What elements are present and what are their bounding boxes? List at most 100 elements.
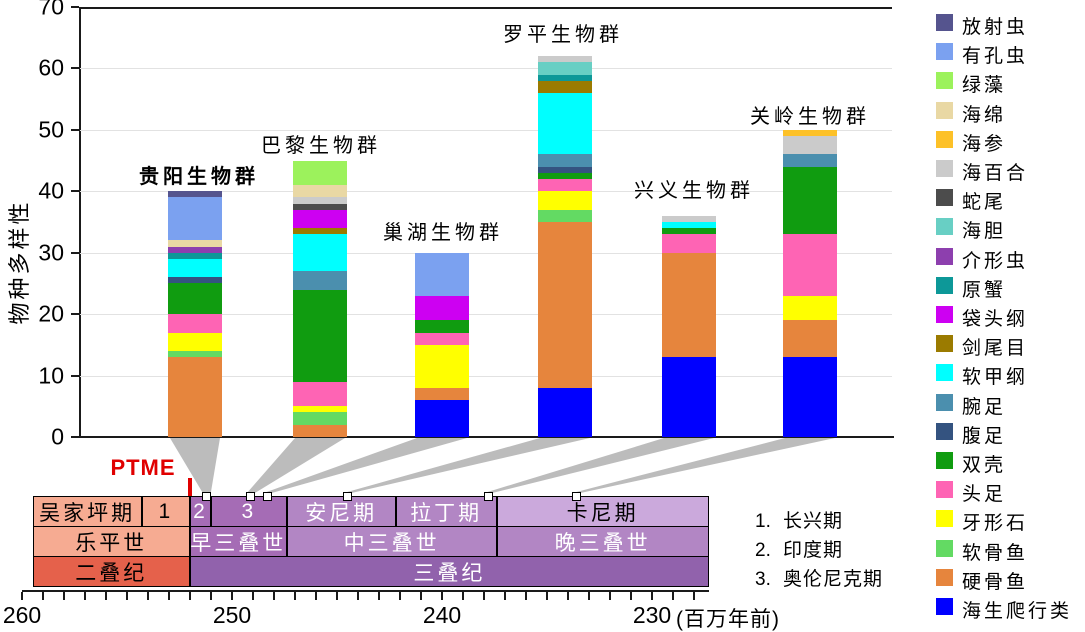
legend-label-双壳: 双壳 [962, 455, 1007, 476]
y-tick-mark-60 [71, 67, 79, 70]
y-axis-title: 物种多样性 [7, 199, 32, 325]
timeline-series-早三叠世: 早三叠世 [190, 526, 287, 557]
biota-label-巴黎生物群: 巴黎生物群 [261, 135, 381, 157]
legend-label-软骨鱼: 软骨鱼 [962, 542, 1029, 564]
gridline-40 [80, 191, 892, 193]
bar-segment-绿藻 [293, 160, 347, 186]
legend-label-原蟹: 原蟹 [962, 279, 1007, 301]
bar-segment-海百合 [783, 136, 837, 155]
gridline-10 [80, 375, 892, 377]
y-tick-mark-0 [71, 436, 79, 438]
bar-segment-牙形石 [168, 332, 222, 351]
legend-label-海百合: 海百合 [962, 163, 1029, 184]
x-tick-260 [21, 592, 23, 600]
marker-巢湖生物群 [263, 491, 273, 501]
timeline-stage-2: 2 [190, 496, 211, 527]
x-tick-236 [525, 592, 527, 600]
bar-关岭生物群 [783, 129, 837, 437]
x-tick-251 [210, 592, 212, 600]
x-tick-250 [231, 592, 233, 600]
bar-segment-腕足 [293, 271, 347, 290]
note-number: 1. [755, 511, 771, 532]
bar-segment-双壳 [168, 283, 222, 315]
bar-segment-腕足 [538, 154, 592, 167]
wedge-罗平生物群 [343, 438, 590, 493]
bar-segment-头足 [168, 314, 222, 333]
gridline-50 [80, 129, 892, 131]
wedge-兴义生物群 [484, 438, 714, 493]
bar-segment-软骨鱼 [293, 412, 347, 425]
y-tick-mark-40 [71, 190, 79, 193]
bar-segment-硬骨鱼 [168, 357, 222, 437]
timeline-stage-3: 3 [211, 496, 287, 527]
x-tick-247 [294, 592, 296, 600]
bar-segment-软骨鱼 [538, 209, 592, 222]
marker-巴黎生物群 [246, 491, 256, 501]
legend-swatch-海胆 [936, 218, 953, 236]
legend-swatch-原蟹 [936, 276, 953, 294]
bar-segment-海生爬行类 [783, 357, 837, 437]
y-tick-label-60: 60 [38, 54, 64, 81]
y-tick-label-0: 0 [51, 423, 64, 450]
bar-segment-软甲纲 [293, 234, 347, 272]
plot-top-spine [79, 7, 892, 9]
legend-swatch-剑尾目 [936, 335, 953, 353]
legend-swatch-软骨鱼 [936, 539, 953, 557]
x-tick-246 [315, 592, 317, 600]
x-tick-258 [63, 592, 65, 600]
timeline-period-二叠纪: 二叠纪 [32, 556, 190, 587]
bar-segment-硬骨鱼 [662, 252, 716, 358]
x-axis-line [79, 436, 894, 438]
legend-swatch-硬骨鱼 [936, 568, 953, 586]
bar-segment-牙形石 [783, 295, 837, 321]
x-tick-240 [441, 592, 443, 600]
bar-segment-放射虫 [168, 191, 222, 198]
marker-关岭生物群 [571, 491, 581, 501]
bar-segment-硬骨鱼 [783, 320, 837, 358]
time-axis-line [22, 590, 709, 592]
legend-swatch-头足 [936, 481, 953, 499]
x-tick-253 [168, 592, 170, 600]
bar-segment-软甲纲 [538, 93, 592, 155]
legend-label-海绵: 海绵 [962, 104, 1007, 126]
y-axis-line [79, 7, 81, 438]
gridline-30 [80, 252, 892, 254]
legend-swatch-介形虫 [936, 247, 953, 265]
timeline-series-乐平世: 乐平世 [32, 526, 190, 557]
bar-segment-剑尾目 [293, 228, 347, 235]
bar-segment-有孔虫 [415, 252, 469, 296]
legend-swatch-蛇尾 [936, 189, 953, 207]
note-2.: 2. 印度期 [755, 535, 843, 562]
bar-segment-海生爬行类 [662, 357, 716, 437]
x-tick-252 [189, 592, 191, 600]
x-tick-235 [546, 592, 548, 600]
bar-巴黎生物群 [293, 160, 347, 437]
wedge-巴黎生物群 [246, 438, 345, 493]
legend-swatch-放射虫 [936, 14, 953, 31]
ptme-tick-mark [188, 478, 192, 496]
bar-罗平生物群 [538, 56, 592, 437]
bar-贵阳生物群 [168, 191, 222, 437]
legend-label-海胆: 海胆 [962, 221, 1007, 243]
x-tick-label-260: 260 [2, 602, 42, 628]
bar-segment-袋头纲 [415, 295, 469, 321]
x-tick-248 [273, 592, 275, 600]
y-tick-label-10: 10 [38, 362, 64, 389]
bar-segment-牙形石 [293, 406, 347, 413]
legend-swatch-绿藻 [936, 72, 953, 90]
bar-segment-腕足 [783, 154, 837, 167]
x-tick-244 [357, 592, 359, 600]
bar-segment-海百合 [538, 56, 592, 63]
x-tick-239 [462, 592, 464, 600]
bar-segment-头足 [415, 332, 469, 345]
x-tick-255 [126, 592, 128, 600]
bar-segment-腹足 [538, 166, 592, 173]
biota-label-贵阳生物群: 贵阳生物群 [139, 166, 259, 188]
gridline-20 [80, 314, 892, 316]
bar-兴义生物群 [662, 215, 716, 437]
bar-segment-原蟹 [168, 252, 222, 259]
note-label: 印度期 [783, 540, 844, 561]
biota-label-罗平生物群: 罗平生物群 [503, 24, 623, 46]
legend-swatch-海参 [936, 130, 953, 148]
marker-兴义生物群 [483, 491, 493, 501]
